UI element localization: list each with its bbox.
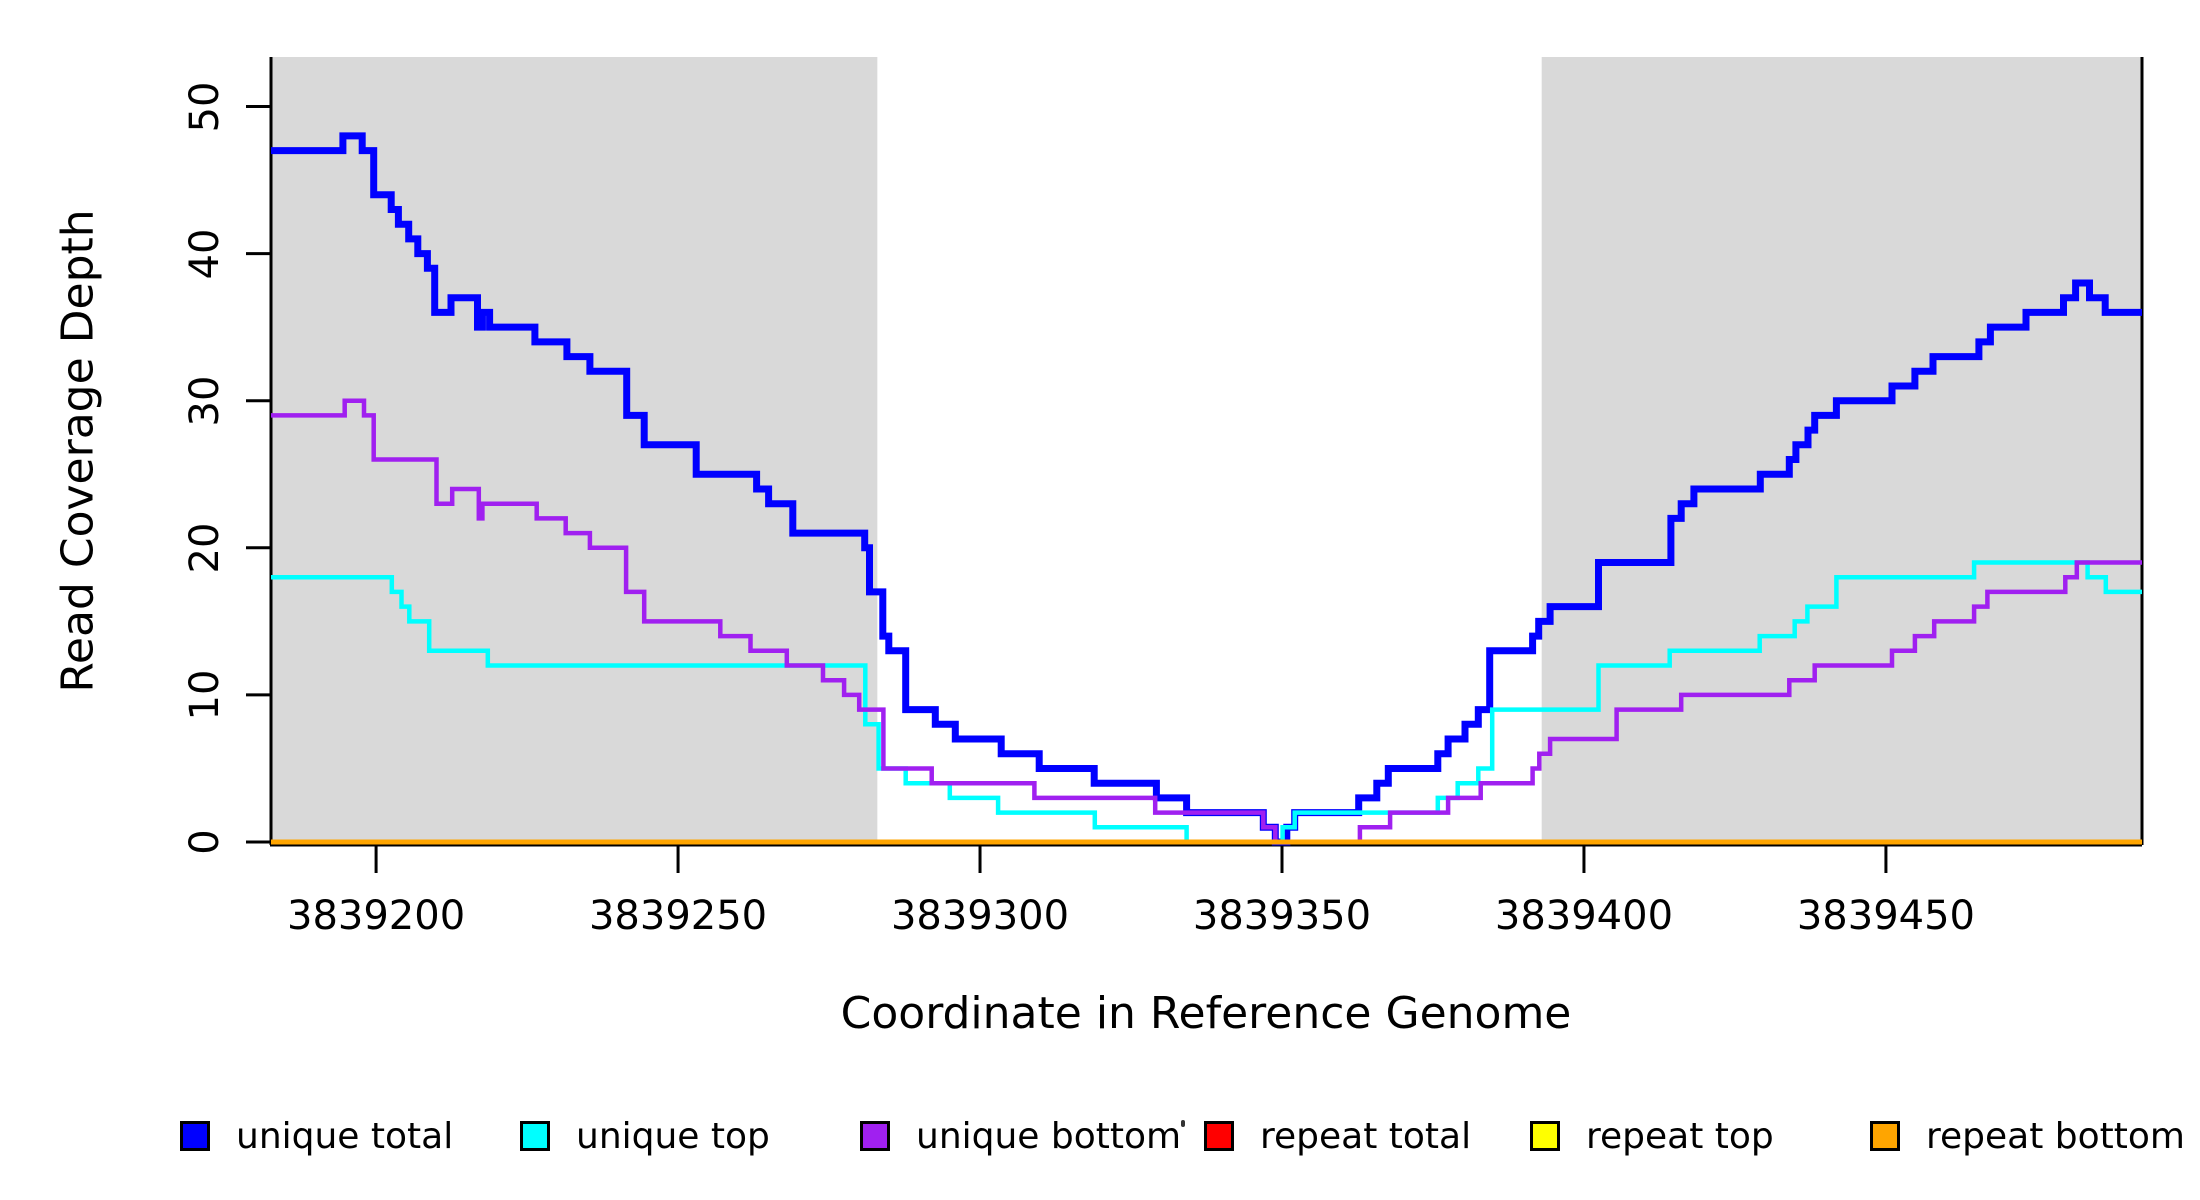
legend-item-repeat-top: repeat top	[1530, 1108, 1774, 1164]
legend-item-repeat-bottom: repeat bottom	[1870, 1108, 2185, 1164]
x-tick-label: 3839300	[890, 893, 1070, 939]
legend-item-unique-bottom: unique bottom	[860, 1108, 1181, 1164]
y-axis-title: Read Coverage Depth	[52, 209, 104, 693]
shaded-region-1	[1541, 57, 2142, 845]
legend: unique total unique top unique bottom repea…	[0, 1108, 2200, 1168]
legend-swatch-repeat-top	[1530, 1121, 1560, 1151]
legend-swatch-repeat-bottom	[1870, 1121, 1900, 1151]
series-line-unique-bottom	[271, 398, 2142, 845]
x-tick-label: 3839200	[287, 893, 466, 939]
series-line-unique-top	[271, 560, 2142, 845]
x-tick-label: 3839400	[1494, 893, 1674, 939]
legend-swatch-unique-total	[180, 1121, 210, 1151]
y-tick-label: 40	[182, 228, 228, 280]
y-tick-label: 30	[182, 375, 228, 427]
x-tick-label: 3839450	[1796, 893, 1975, 939]
legend-label: unique top	[576, 1115, 770, 1157]
legend-item-repeat-total: repeat total	[1204, 1108, 1471, 1164]
legend-swatch-repeat-total	[1204, 1121, 1234, 1151]
legend-swatch-unique-bottom	[860, 1121, 890, 1151]
y-tick-label: 0	[182, 829, 228, 855]
stray-dot	[1181, 1120, 1185, 1127]
legend-label: repeat bottom	[1926, 1115, 2185, 1157]
legend-swatch-unique-top	[520, 1121, 550, 1151]
shaded-region-0	[271, 57, 878, 845]
legend-item-unique-total: unique total	[180, 1108, 453, 1164]
legend-label: unique total	[236, 1115, 454, 1157]
y-tick-label: 10	[182, 669, 228, 721]
legend-label: repeat total	[1260, 1115, 1472, 1157]
x-axis-title: Coordinate in Reference Genome	[840, 988, 1572, 1039]
x-tick-label: 3839250	[588, 893, 768, 939]
y-tick-label: 50	[182, 81, 228, 132]
legend-label: unique bottom	[916, 1115, 1182, 1157]
y-tick-label: 20	[182, 522, 228, 574]
x-tick-label: 3839350	[1192, 893, 1372, 939]
legend-label: repeat top	[1586, 1115, 1774, 1157]
legend-item-unique-top: unique top	[520, 1108, 770, 1164]
